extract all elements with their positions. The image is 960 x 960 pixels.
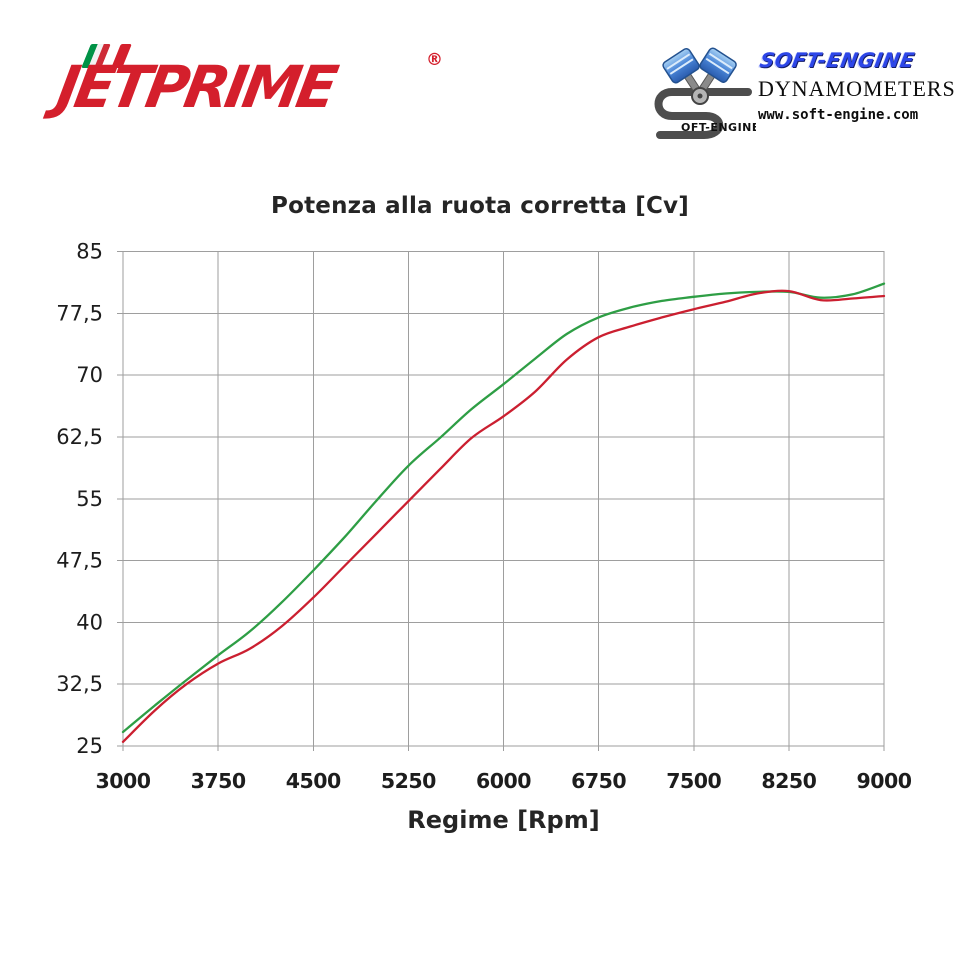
y-axis-tick-label: 70 bbox=[76, 363, 103, 387]
softengine-text-block: SOFT-ENGINE DYNAMOMETERS www.soft-engine… bbox=[758, 48, 956, 123]
registered-trademark-mark: ® bbox=[426, 50, 443, 70]
x-axis-tick-label: 3000 bbox=[95, 769, 150, 793]
x-axis-tick-label: 8250 bbox=[761, 769, 816, 793]
potenza-curva-rossa bbox=[121, 289, 886, 744]
x-axis-tick-label: 3750 bbox=[191, 769, 246, 793]
x-axis-tick-label: 5250 bbox=[381, 769, 436, 793]
y-axis-tick-label: 77,5 bbox=[56, 301, 103, 325]
pistons-s-icon: OFT-ENGINE bbox=[654, 47, 756, 139]
potenza-curva-verde bbox=[121, 282, 886, 734]
x-axis-title: Regime [Rpm] bbox=[407, 806, 599, 834]
softengine-logo: OFT-ENGINE SOFT-ENGINE DYNAMOMETERS www.… bbox=[644, 36, 955, 144]
y-axis-tick-label: 32,5 bbox=[56, 672, 103, 696]
y-axis-tick-label: 40 bbox=[76, 610, 103, 634]
y-axis-tick-label: 85 bbox=[76, 240, 103, 264]
y-axis-tick-label: 55 bbox=[76, 487, 103, 511]
x-axis-tick-label: 9000 bbox=[856, 769, 911, 793]
y-axis-tick-label: 47,5 bbox=[56, 549, 103, 573]
y-axis-tick-label: 62,5 bbox=[56, 425, 103, 449]
softengine-icon-text: OFT-ENGINE bbox=[681, 121, 756, 134]
chart-title: Potenza alla ruota corretta [Cv] bbox=[271, 193, 689, 219]
plot-border bbox=[122, 250, 885, 747]
x-axis-tick-label: 7500 bbox=[666, 769, 721, 793]
y-axis-tick-label: 25 bbox=[76, 734, 103, 758]
header: JETPRIME ® bbox=[0, 0, 960, 160]
x-axis-tick-label: 4500 bbox=[286, 769, 341, 793]
softengine-dynamometers-label: DYNAMOMETERS bbox=[758, 76, 956, 101]
softengine-website-url: www.soft-engine.com bbox=[758, 107, 919, 123]
jetprime-logo: JETPRIME ® bbox=[52, 44, 448, 144]
x-axis-tick-label: 6750 bbox=[571, 769, 626, 793]
x-axis-tick-label: 6000 bbox=[476, 769, 531, 793]
